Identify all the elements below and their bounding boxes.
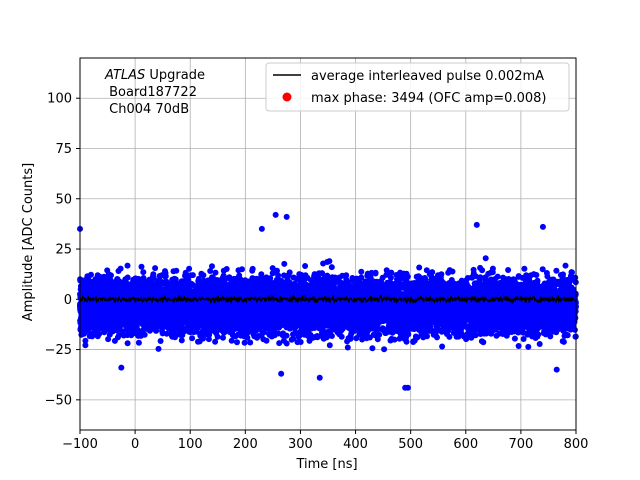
scatter-point [439,343,446,350]
scatter-point [343,276,350,283]
scatter-point [228,337,235,344]
scatter-point [187,272,194,279]
scatter-point [383,271,390,278]
scatter-point [82,342,89,349]
scatter-point [547,333,554,340]
scatter-point [358,274,365,281]
scatter-point [276,340,283,347]
scatter-point [115,268,122,274]
scatter-point [135,339,142,346]
scatter-point [124,262,131,269]
scatter-point [388,269,395,276]
scatter-point [511,335,518,342]
scatter-point [124,332,131,339]
scatter-point [372,269,379,276]
scatter-point [328,264,335,271]
scatter-point [553,267,560,274]
scatter-point [291,323,298,330]
scatter-point [521,265,528,272]
scatter-point [302,263,309,269]
scatter-point [482,255,489,262]
scatter-point [186,265,193,272]
scatter-point [189,335,196,342]
scatter-point [205,336,212,343]
scatter-point [157,338,164,344]
scatter-point [297,339,304,345]
scatter-point [515,343,522,349]
scatter-point [539,266,546,273]
scatter-point [82,337,89,344]
scatter-point [281,260,288,267]
scatter-point [434,334,440,341]
scatter-point [207,268,214,274]
scatter-point [381,346,388,353]
scatter-point [209,263,215,270]
scatter-point [344,344,351,351]
scatter-point [403,338,410,345]
scatter-point [155,345,162,352]
scatter-point [383,267,390,274]
scatter-point [247,339,254,346]
scatter-point [234,339,240,346]
scatter-point [114,334,121,341]
